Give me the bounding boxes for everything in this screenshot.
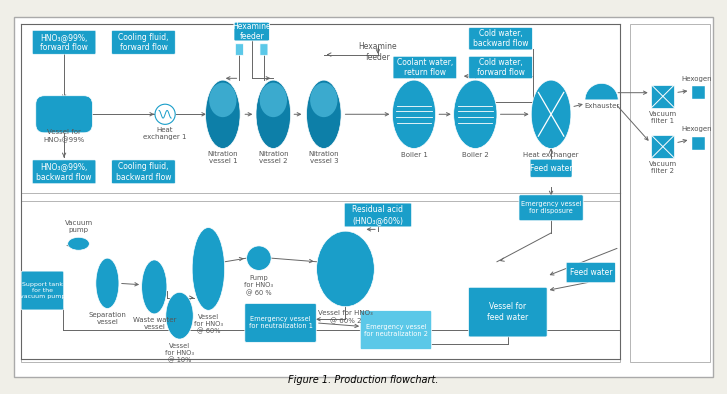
Text: Vessel for HNO₃
@ 60% 2: Vessel for HNO₃ @ 60% 2 (318, 310, 373, 324)
Wedge shape (585, 84, 618, 100)
Ellipse shape (316, 231, 374, 307)
FancyBboxPatch shape (393, 56, 457, 79)
Text: Waste water
vessel: Waste water vessel (132, 318, 176, 331)
Text: Hexogen: Hexogen (681, 76, 712, 82)
Ellipse shape (166, 292, 193, 339)
FancyBboxPatch shape (693, 86, 705, 99)
Ellipse shape (260, 83, 287, 117)
Text: Emergency vessel
for disposure: Emergency vessel for disposure (521, 201, 582, 214)
Ellipse shape (142, 260, 167, 314)
Text: Vessel
for HNO₃
@ 60%: Vessel for HNO₃ @ 60% (194, 314, 223, 335)
Text: Nitration
vessel 3: Nitration vessel 3 (308, 151, 339, 164)
FancyBboxPatch shape (112, 160, 175, 184)
Text: Vessel for
feed water: Vessel for feed water (487, 302, 529, 322)
FancyBboxPatch shape (651, 85, 675, 108)
Circle shape (246, 246, 271, 270)
FancyBboxPatch shape (33, 160, 96, 184)
Circle shape (155, 104, 175, 125)
Ellipse shape (310, 83, 337, 117)
FancyBboxPatch shape (33, 30, 96, 54)
Text: Pump
for HNO₃
@ 60 %: Pump for HNO₃ @ 60 % (244, 275, 273, 296)
FancyBboxPatch shape (469, 28, 532, 50)
Text: Boiler 1: Boiler 1 (401, 152, 427, 158)
Text: Cold water,
backward flow: Cold water, backward flow (473, 29, 529, 48)
Ellipse shape (206, 80, 240, 149)
Text: Emergency vessel
for neutralization 1: Emergency vessel for neutralization 1 (249, 316, 313, 329)
Text: HNO₃@99%,
backward flow: HNO₃@99%, backward flow (36, 162, 92, 182)
FancyBboxPatch shape (530, 159, 572, 177)
Text: Vessel
for HNO₃
@ 10%: Vessel for HNO₃ @ 10% (165, 343, 194, 363)
Text: Boiler 2: Boiler 2 (462, 152, 489, 158)
FancyBboxPatch shape (234, 22, 269, 41)
FancyBboxPatch shape (14, 17, 713, 377)
Text: Feed water: Feed water (569, 268, 612, 277)
FancyBboxPatch shape (112, 30, 175, 54)
Text: Vacuum
filter 2: Vacuum filter 2 (648, 161, 677, 174)
Text: Vacuum
pump: Vacuum pump (65, 220, 92, 233)
Text: Hexamine
feeder: Hexamine feeder (358, 42, 397, 62)
FancyBboxPatch shape (345, 203, 411, 227)
FancyBboxPatch shape (361, 310, 432, 349)
Text: Residual acid
(HNO₃@60%): Residual acid (HNO₃@60%) (353, 205, 403, 225)
Text: Exhauster: Exhauster (584, 103, 619, 109)
Ellipse shape (454, 80, 497, 149)
FancyBboxPatch shape (36, 96, 92, 133)
FancyBboxPatch shape (566, 262, 615, 282)
FancyBboxPatch shape (469, 56, 532, 79)
Ellipse shape (393, 80, 435, 149)
FancyBboxPatch shape (651, 135, 675, 158)
Text: Cooling fluid,
backward flow: Cooling fluid, backward flow (116, 162, 172, 182)
Ellipse shape (96, 258, 119, 309)
Ellipse shape (68, 237, 89, 250)
Text: Heat
exchanger 1: Heat exchanger 1 (143, 127, 187, 140)
Text: Hexogen: Hexogen (681, 126, 712, 132)
Text: Hexamine
feeder: Hexamine feeder (233, 22, 271, 41)
Text: Separation
vessel: Separation vessel (89, 312, 126, 325)
Text: Nitration
vessel 2: Nitration vessel 2 (258, 151, 289, 164)
Text: Vacuum
filter 1: Vacuum filter 1 (648, 111, 677, 124)
FancyBboxPatch shape (260, 44, 268, 55)
FancyBboxPatch shape (519, 195, 583, 221)
Text: Feed water: Feed water (530, 164, 572, 173)
FancyBboxPatch shape (468, 287, 547, 337)
FancyBboxPatch shape (21, 271, 64, 310)
Ellipse shape (209, 83, 236, 117)
Text: Figure 1. Production flowchart.: Figure 1. Production flowchart. (288, 375, 439, 385)
Text: Cold water,
forward flow: Cold water, forward flow (477, 58, 524, 77)
Ellipse shape (531, 80, 571, 149)
Ellipse shape (256, 80, 291, 149)
Text: Heat exchanger: Heat exchanger (523, 152, 579, 158)
Text: Emergency vessel
for neutralization 2: Emergency vessel for neutralization 2 (364, 323, 428, 336)
Text: Support tank
for the
vacuum pump: Support tank for the vacuum pump (20, 282, 65, 299)
Text: Cooling fluid,
forward flow: Cooling fluid, forward flow (119, 33, 169, 52)
FancyBboxPatch shape (693, 137, 705, 150)
FancyBboxPatch shape (245, 303, 316, 342)
Ellipse shape (307, 80, 341, 149)
Text: Vessel for
HNO₃@99%: Vessel for HNO₃@99% (44, 129, 85, 143)
Text: Coolant water,
return flow: Coolant water, return flow (397, 58, 453, 77)
Text: HNO₃@99%,
forward flow: HNO₃@99%, forward flow (40, 33, 88, 52)
Text: Nitration
vessel 1: Nitration vessel 1 (207, 151, 238, 164)
FancyBboxPatch shape (236, 44, 244, 55)
Ellipse shape (192, 228, 225, 310)
